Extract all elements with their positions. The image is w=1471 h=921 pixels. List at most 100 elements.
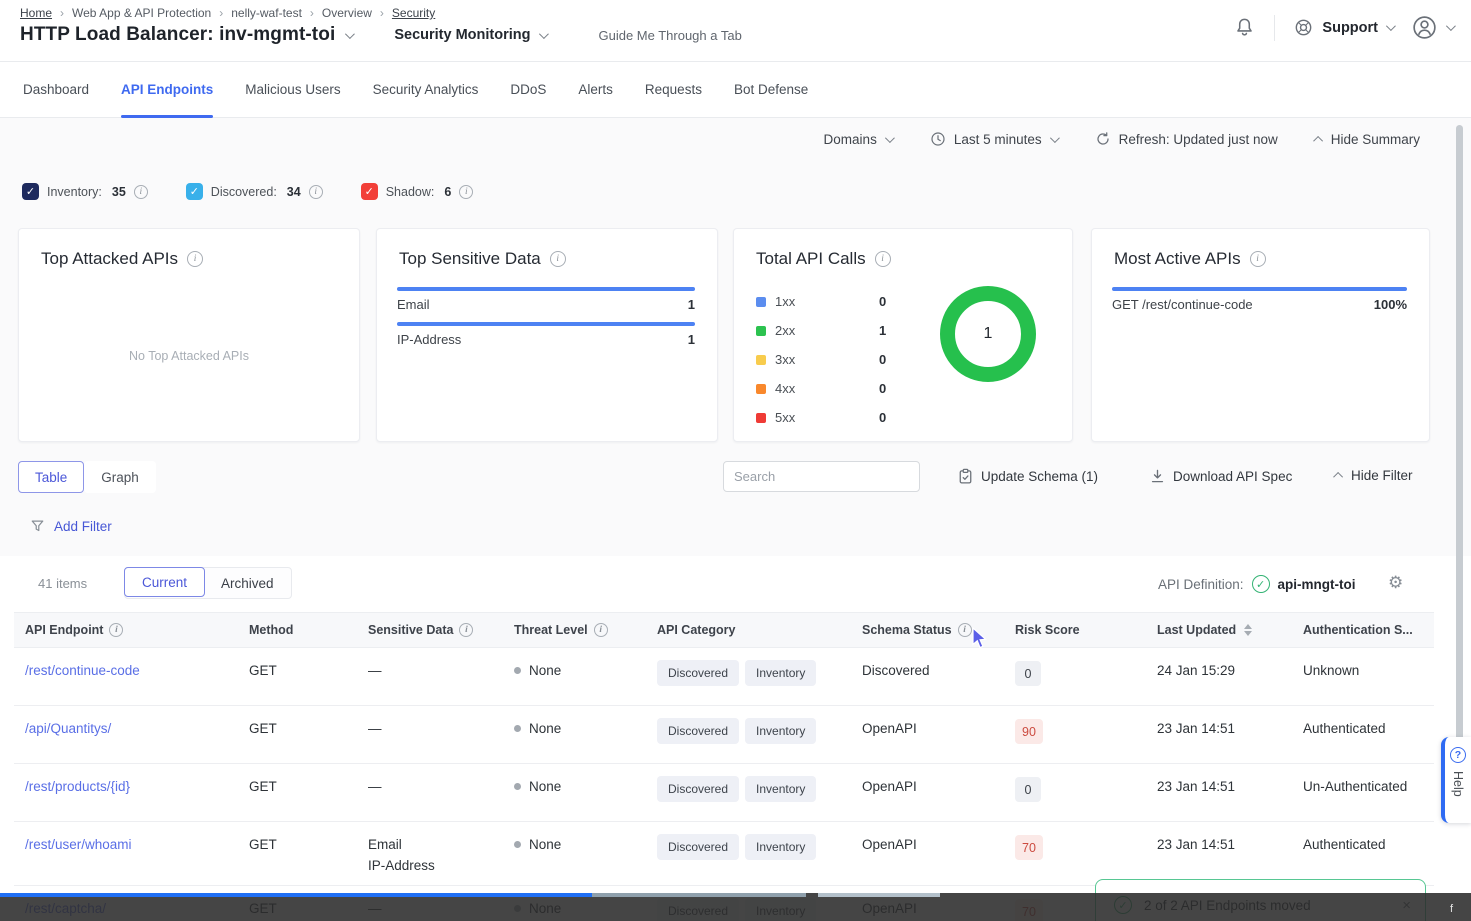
- column-threat-level[interactable]: Threat Level: [514, 623, 608, 637]
- breadcrumb-namespace[interactable]: nelly-waf-test: [231, 6, 302, 20]
- tab-api-endpoints[interactable]: API Endpoints: [121, 62, 213, 118]
- info-icon[interactable]: [459, 185, 473, 199]
- column-schema-status[interactable]: Schema Status: [862, 623, 972, 637]
- current-tab-button[interactable]: Current: [124, 567, 205, 597]
- overlay-partial-text: f: [1450, 903, 1453, 915]
- method-cell: GET: [249, 663, 277, 678]
- method-cell: GET: [249, 779, 277, 794]
- support-menu[interactable]: Support: [1293, 17, 1393, 38]
- column-authentication[interactable]: Authentication S...: [1303, 623, 1413, 637]
- tab-malicious-users[interactable]: Malicious Users: [245, 62, 340, 118]
- archived-tab-button[interactable]: Archived: [204, 568, 291, 598]
- user-avatar-icon: [1411, 14, 1438, 41]
- endpoint-link[interactable]: /rest/products/{id}: [25, 779, 130, 794]
- active-api-row[interactable]: GET /rest/continue-code100%: [1112, 287, 1407, 312]
- table-view-button[interactable]: Table: [18, 461, 84, 493]
- tab-security-analytics[interactable]: Security Analytics: [373, 62, 479, 118]
- shadow-checkbox[interactable]: ✓: [361, 183, 378, 200]
- table-row[interactable]: /rest/continue-code GET — None Discovere…: [14, 648, 1434, 706]
- column-sensitive-data[interactable]: Sensitive Data: [368, 623, 473, 637]
- hide-filter-toggle[interactable]: Hide Filter: [1336, 468, 1413, 483]
- tab-bot-defense[interactable]: Bot Defense: [734, 62, 808, 118]
- inventory-checkbox[interactable]: ✓: [22, 183, 39, 200]
- info-icon[interactable]: [594, 623, 608, 637]
- chevron-up-icon: [1313, 135, 1323, 145]
- endpoint-link[interactable]: /api/Quantitys/: [25, 721, 111, 736]
- update-schema-button[interactable]: Update Schema (1): [958, 468, 1098, 485]
- sensitive-data-row[interactable]: Email1: [397, 287, 695, 312]
- sensitive-cell: —: [368, 721, 382, 736]
- risk-score-cell: 0: [1015, 661, 1041, 686]
- schema-status-cell: OpenAPI: [862, 779, 917, 794]
- view-toggle: Table Graph: [18, 461, 156, 493]
- progress-bar-played[interactable]: [0, 893, 592, 897]
- breadcrumb-security[interactable]: Security: [392, 6, 435, 20]
- discovered-checkbox[interactable]: ✓: [186, 183, 203, 200]
- chevron-down-icon: [1446, 21, 1456, 31]
- column-method[interactable]: Method: [249, 623, 293, 637]
- info-icon[interactable]: [134, 185, 148, 199]
- tab-dashboard[interactable]: Dashboard: [23, 62, 89, 118]
- time-range-dropdown[interactable]: Last 5 minutes: [930, 131, 1057, 147]
- info-icon[interactable]: [875, 251, 891, 267]
- column-last-updated[interactable]: Last Updated: [1157, 623, 1252, 637]
- download-api-spec-button[interactable]: Download API Spec: [1150, 468, 1292, 484]
- notifications-bell-icon[interactable]: [1233, 16, 1256, 39]
- add-filter-button[interactable]: Add Filter: [30, 518, 112, 534]
- title-dropdown-chevron-icon[interactable]: [345, 32, 352, 39]
- breadcrumb-overview[interactable]: Overview: [322, 6, 372, 20]
- api-definition-link[interactable]: api-mngt-toi: [1278, 577, 1356, 592]
- progress-bar-buffered[interactable]: [818, 893, 940, 897]
- help-tab[interactable]: ? Help: [1441, 737, 1471, 823]
- status-code-legend: 1xx0 2xx1 3xx0 4xx0 5xx0: [756, 287, 795, 432]
- refresh-button[interactable]: Refresh: Updated just now: [1095, 131, 1278, 147]
- table-row[interactable]: /api/Quantitys/ GET — None DiscoveredInv…: [14, 706, 1434, 764]
- tab-ddos[interactable]: DDoS: [510, 62, 546, 118]
- column-risk-score[interactable]: Risk Score: [1015, 623, 1080, 637]
- legend-swatch-4xx: [756, 384, 766, 394]
- info-icon[interactable]: [1250, 251, 1266, 267]
- table-row[interactable]: /rest/user/whoami GET EmailIP-Address No…: [14, 822, 1434, 886]
- tab-alerts[interactable]: Alerts: [578, 62, 613, 118]
- monitoring-view-selector[interactable]: Security Monitoring: [394, 27, 546, 43]
- column-api-category[interactable]: API Category: [657, 623, 736, 637]
- info-icon[interactable]: [187, 251, 203, 267]
- clock-icon: [930, 131, 946, 147]
- support-label: Support: [1322, 20, 1378, 36]
- auth-status-cell: Un-Authenticated: [1303, 779, 1407, 794]
- category-badge: Discovered: [657, 834, 739, 860]
- hide-summary-toggle[interactable]: Hide Summary: [1316, 132, 1420, 147]
- sensitive-cell: EmailIP-Address: [368, 837, 435, 873]
- chevron-down-icon: [1050, 133, 1060, 143]
- info-icon[interactable]: [459, 623, 473, 637]
- vertical-scrollbar[interactable]: [1456, 125, 1463, 763]
- refresh-icon: [1095, 131, 1111, 147]
- info-icon[interactable]: [309, 185, 323, 199]
- legend-swatch-2xx: [756, 326, 766, 336]
- search-input[interactable]: [723, 461, 920, 492]
- account-avatar[interactable]: [1411, 14, 1453, 41]
- gear-settings-icon[interactable]: ⚙: [1388, 573, 1403, 593]
- auth-status-cell: Authenticated: [1303, 837, 1386, 852]
- page-title: HTTP Load Balancer: inv-mgmt-toi: [20, 24, 335, 46]
- tab-requests[interactable]: Requests: [645, 62, 702, 118]
- category-badge: Inventory: [745, 834, 816, 860]
- table-row[interactable]: /rest/products/{id} GET — None Discovere…: [14, 764, 1434, 822]
- method-cell: GET: [249, 837, 277, 852]
- column-api-endpoint[interactable]: API Endpoint: [25, 623, 123, 637]
- category-cell: DiscoveredInventory: [657, 834, 822, 860]
- sort-icon[interactable]: [1244, 624, 1252, 636]
- breadcrumb-waap[interactable]: Web App & API Protection: [72, 6, 211, 20]
- guide-me-link[interactable]: Guide Me Through a Tab: [598, 28, 741, 43]
- threat-cell: None: [514, 837, 561, 852]
- info-icon[interactable]: [109, 623, 123, 637]
- endpoint-link[interactable]: /rest/user/whoami: [25, 837, 132, 852]
- info-icon[interactable]: [550, 251, 566, 267]
- graph-view-button[interactable]: Graph: [84, 461, 156, 493]
- progress-bar-buffered[interactable]: [592, 893, 806, 897]
- domains-dropdown[interactable]: Domains: [824, 132, 892, 147]
- info-icon[interactable]: [958, 623, 972, 637]
- sensitive-data-row[interactable]: IP-Address1: [397, 322, 695, 347]
- endpoint-link[interactable]: /rest/continue-code: [25, 663, 140, 678]
- breadcrumb-home[interactable]: Home: [20, 6, 52, 20]
